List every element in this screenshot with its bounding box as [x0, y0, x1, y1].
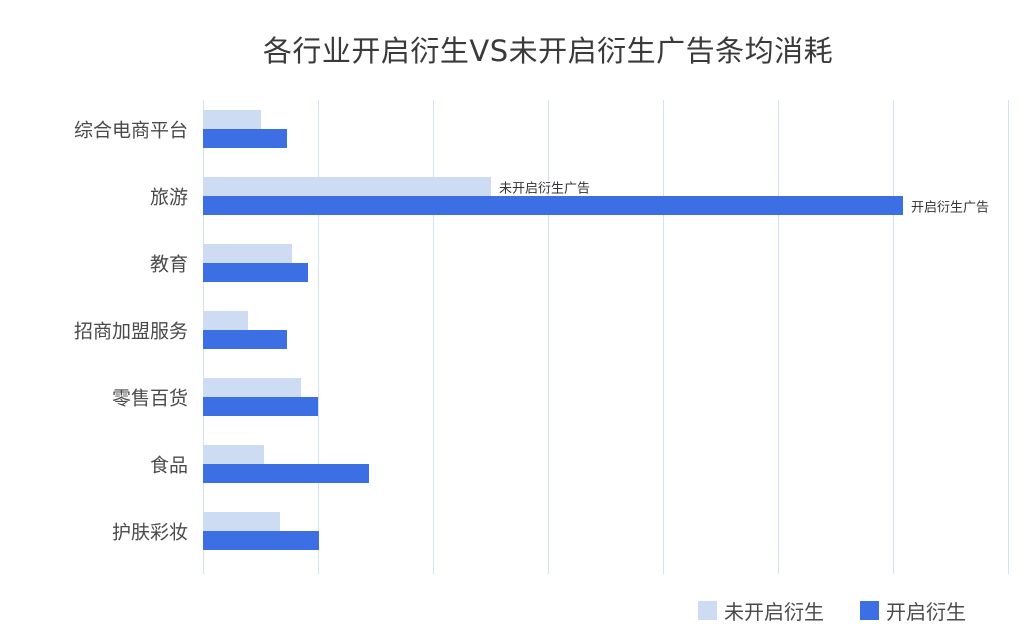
bar-not-enabled[interactable] — [203, 177, 491, 196]
legend: 未开启衍生 开启衍生 — [698, 596, 1002, 625]
bar-not-enabled[interactable] — [203, 110, 261, 129]
gridline — [1008, 100, 1009, 574]
legend-item-not-enabled[interactable]: 未开启衍生 — [698, 596, 824, 625]
legend-item-enabled[interactable]: 开启衍生 — [860, 596, 966, 625]
bar-enabled[interactable] — [203, 196, 903, 215]
gridline — [663, 100, 664, 574]
category-label: 护肤彩妆 — [111, 521, 188, 544]
bar-not-enabled[interactable] — [203, 378, 301, 397]
bar-enabled[interactable] — [203, 330, 287, 349]
category-label: 教育 — [149, 253, 188, 276]
legend-label: 未开启衍生 — [724, 600, 824, 624]
gridline — [433, 100, 434, 574]
legend-swatch-dark — [860, 601, 879, 620]
bar-not-enabled[interactable] — [203, 445, 264, 464]
legend-swatch-light — [698, 601, 717, 620]
gridline — [893, 100, 894, 574]
gridline — [318, 100, 319, 574]
legend-label: 开启衍生 — [886, 600, 966, 624]
plot-area — [203, 100, 1013, 574]
category-label: 综合电商平台 — [73, 119, 188, 142]
bar-not-enabled[interactable] — [203, 311, 248, 330]
category-label: 零售百货 — [111, 387, 188, 410]
category-label: 食品 — [149, 454, 188, 477]
gridline — [548, 100, 549, 574]
bar-enabled[interactable] — [203, 129, 287, 148]
bar-not-enabled[interactable] — [203, 244, 292, 263]
gridline — [778, 100, 779, 574]
bar-annotation: 未开启衍生广告 — [499, 181, 591, 196]
bar-enabled[interactable] — [203, 531, 319, 550]
bar-enabled[interactable] — [203, 397, 318, 416]
bar-annotation: 开启衍生广告 — [911, 200, 990, 215]
bar-enabled[interactable] — [203, 263, 308, 282]
category-label: 招商加盟服务 — [73, 320, 188, 343]
category-label: 旅游 — [149, 186, 188, 209]
bar-enabled[interactable] — [203, 464, 369, 483]
chart-title: 各行业开启衍生VS未开启衍生广告条均消耗 — [262, 34, 834, 68]
bar-not-enabled[interactable] — [203, 512, 280, 531]
